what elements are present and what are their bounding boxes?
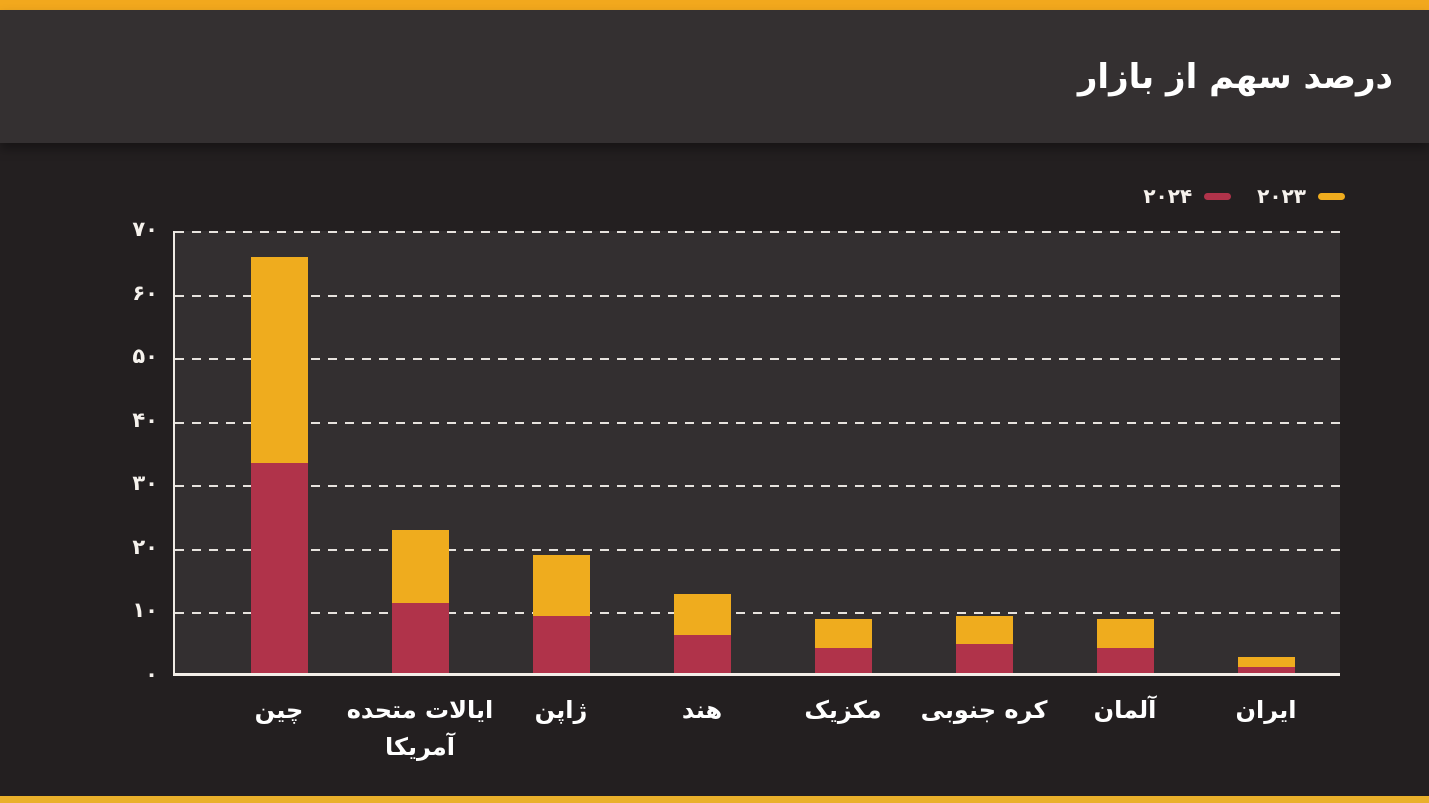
bar-mexico-۲۰۲۴-segment — [814, 647, 872, 673]
x-tick-label-line: کره جنوبی — [920, 696, 1048, 724]
bottom-accent-strip — [0, 796, 1429, 803]
bar-germany-۲۰۲۳-segment — [1096, 618, 1154, 648]
legend-label: ۲۰۲۴ — [1143, 184, 1193, 208]
bar-mexico-۲۰۲۳-segment — [814, 618, 872, 648]
x-tick-label-mexico: مکزیک — [738, 692, 948, 729]
x-tick-label-line: آمریکا — [385, 733, 455, 761]
bar-germany-۲۰۲۴-segment — [1096, 647, 1154, 673]
chart-legend: ۲۰۲۴ ۲۰۲۳ — [1143, 183, 1345, 209]
x-tick-label-usa: ایالات متحده آمریکا — [315, 692, 525, 766]
bar-mexico — [814, 618, 872, 673]
bar-usa — [391, 529, 449, 673]
bar-india-۲۰۲۴-segment — [673, 634, 731, 673]
bar-india — [673, 593, 731, 673]
bar-usa-۲۰۲۳-segment — [391, 529, 449, 604]
header-bar: درصد سهم از بازار — [0, 10, 1429, 143]
bar-japan-۲۰۲۴-segment — [532, 615, 590, 673]
legend-item-۲۰۲۳: ۲۰۲۳ — [1257, 184, 1345, 208]
bar-germany — [1096, 618, 1154, 673]
bar-china-۲۰۲۴-segment — [250, 463, 308, 673]
legend-item-۲۰۲۴: ۲۰۲۴ — [1143, 184, 1232, 208]
x-tick-label-line: مکزیک — [804, 696, 882, 724]
x-tick-label-south-korea: کره جنوبی — [879, 692, 1089, 729]
bar-south-korea-۲۰۲۴-segment — [955, 644, 1013, 673]
x-tick-label-line: ژاپن — [534, 696, 588, 724]
x-tick-label-line: هند — [681, 696, 723, 724]
x-tick-label-iran: ایران — [1161, 692, 1371, 729]
y-tick-label-60: ۶۰ — [132, 280, 158, 305]
x-tick-label-china: چین — [174, 692, 384, 729]
x-tick-label-japan: ژاپن — [456, 692, 666, 729]
gridline-20 — [175, 548, 1340, 551]
y-tick-label-40: ۴۰ — [132, 407, 158, 432]
bar-iran-۲۰۲۴-segment — [1237, 666, 1295, 673]
bar-china-۲۰۲۳-segment — [250, 256, 308, 464]
gridline-50 — [175, 358, 1340, 361]
x-tick-label-india: هند — [597, 692, 807, 729]
bar-japan-۲۰۲۳-segment — [532, 555, 590, 616]
y-tick-label-70: ۷۰ — [132, 217, 158, 241]
gridline-70 — [175, 231, 1340, 233]
plot-area — [173, 231, 1340, 676]
top-accent-strip — [0, 0, 1429, 10]
x-tick-label-germany: آلمان — [1020, 692, 1230, 729]
bar-china — [250, 256, 308, 673]
y-tick-label-20: ۲۰ — [132, 534, 158, 559]
bar-south-korea — [955, 615, 1013, 673]
gridline-60 — [175, 294, 1340, 297]
y-tick-label-50: ۵۰ — [132, 344, 158, 369]
bar-iran-۲۰۲۳-segment — [1237, 657, 1295, 667]
legend-label: ۲۰۲۳ — [1257, 184, 1306, 208]
x-tick-label-line: ایران — [1235, 696, 1297, 724]
x-tick-label-line: آلمان — [1093, 696, 1157, 724]
legend-swatch-icon — [1318, 192, 1345, 200]
x-tick-label-line: ایالات متحده — [346, 696, 494, 724]
bar-japan — [532, 555, 590, 673]
y-tick-label-0: ۰ — [145, 662, 158, 686]
x-tick-label-line: چین — [254, 696, 304, 724]
bar-iran — [1237, 657, 1295, 673]
gridline-30 — [175, 485, 1340, 488]
y-tick-label-30: ۳۰ — [132, 471, 158, 496]
bar-usa-۲۰۲۴-segment — [391, 603, 449, 673]
gridline-40 — [175, 421, 1340, 424]
y-tick-label-10: ۱۰ — [132, 598, 158, 623]
legend-swatch-icon — [1204, 192, 1232, 200]
gridline-10 — [175, 612, 1340, 615]
page-title: درصد سهم از بازار — [1077, 56, 1393, 97]
bar-south-korea-۲۰۲۳-segment — [955, 615, 1013, 645]
bar-india-۲۰۲۳-segment — [673, 593, 731, 635]
